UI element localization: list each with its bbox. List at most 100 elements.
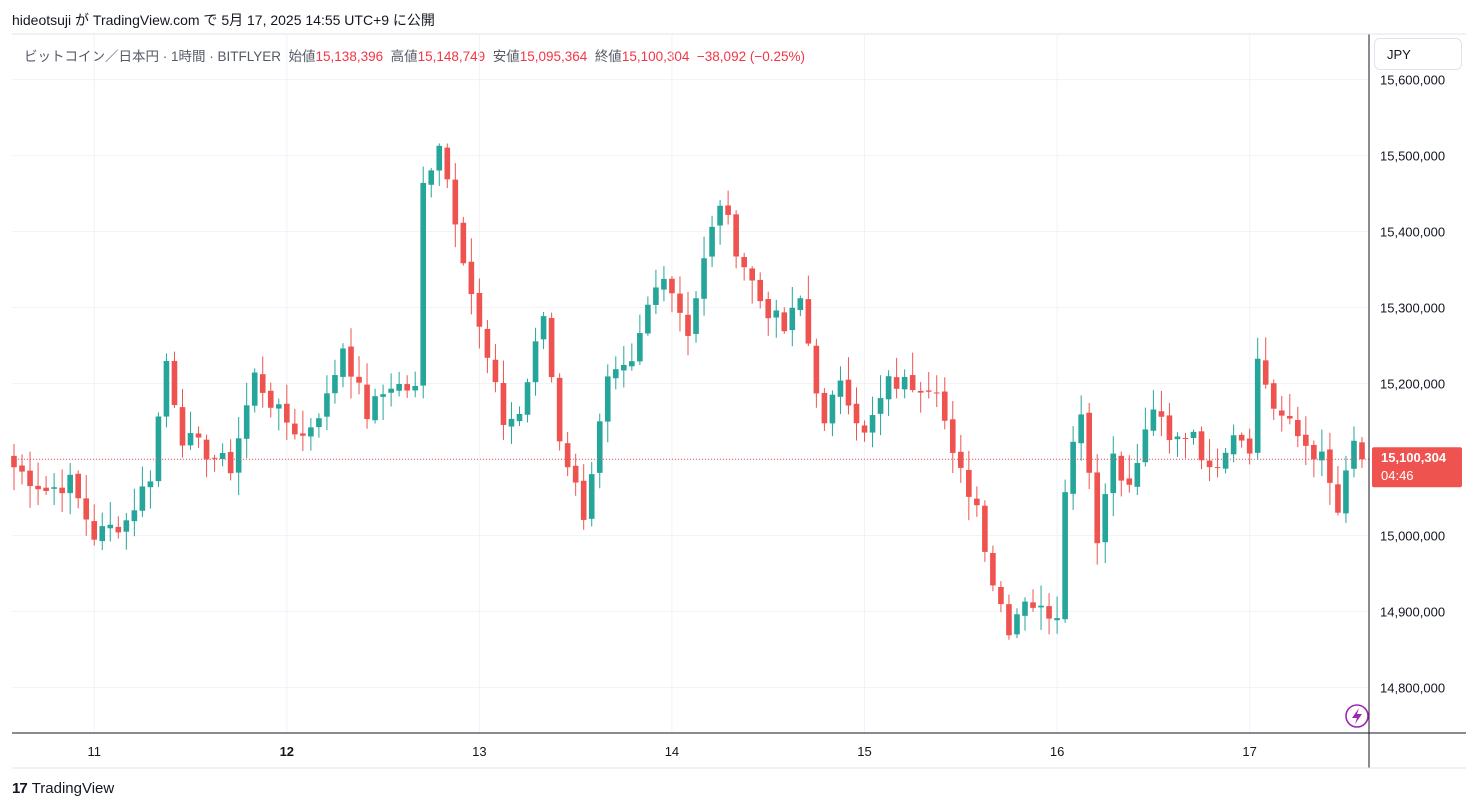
candle [612,356,619,390]
candle-body [564,443,571,468]
candle [821,388,828,431]
candle-body [235,438,242,473]
candle-body [1270,383,1277,409]
candle-body [572,465,579,483]
low-label: 安値 [492,49,520,64]
candle [227,439,234,481]
candle-body [484,328,491,358]
candle-body [725,205,731,215]
candle-body [1230,435,1237,455]
lightning-icon[interactable] [1345,704,1369,728]
candle [308,417,314,451]
candle-body [1238,434,1245,441]
candle [428,168,435,198]
candle-body [1150,409,1157,431]
candle-body [958,451,964,468]
candle-body [813,345,820,394]
candle-body [829,394,836,424]
candle [75,470,81,509]
candle [404,375,410,398]
candle-body [1062,492,1068,620]
candle [596,413,603,489]
candle-body [460,222,467,264]
candle-body [412,385,418,391]
candle [709,215,715,268]
candle [1022,597,1028,631]
time-tick-label: 17 [1242,744,1256,759]
candle [1206,439,1213,482]
candle [372,388,378,424]
candle [1158,390,1165,437]
candle [516,406,523,427]
candle-body [1198,431,1205,461]
candle [43,476,49,495]
candle [885,370,892,416]
candle-body [524,382,531,415]
candle-body [1222,452,1229,469]
candle [420,166,427,399]
candle-body [372,396,378,421]
candle-body [155,416,162,482]
brand-name: TradingView [31,780,115,797]
candle [412,371,418,398]
candle-body [1102,494,1109,543]
candle [484,320,491,374]
candle-body [476,292,483,327]
price-tick-label: 15,600,000 [1380,73,1445,88]
grid-lines [12,34,1369,733]
candle-body [243,405,250,439]
candle-body [404,384,410,391]
candle [653,269,659,315]
candle-body [1335,484,1341,513]
candle [35,462,41,506]
currency-button[interactable]: JPY [1374,38,1462,70]
candle [677,276,683,332]
candle-body [1006,604,1012,636]
candle [837,366,844,415]
candle-body [356,376,362,383]
candle [1335,465,1341,516]
candle-body [645,304,651,334]
candle [893,357,900,399]
candle [67,463,73,515]
candle-body [59,487,65,494]
candle-body [1094,472,1101,544]
candle [267,382,274,418]
candle [998,581,1004,613]
candle [1343,455,1349,523]
candle [1238,432,1245,448]
candle [1351,426,1357,478]
candle [1230,424,1237,463]
candle-body [621,364,627,371]
candle [1319,429,1325,477]
price-tick-label: 15,200,000 [1380,377,1445,392]
candle [621,346,627,388]
candle-body [492,359,499,383]
candle-body [982,505,988,552]
candle [1166,403,1173,454]
candle [195,426,202,449]
candle-body [588,474,595,519]
time-tick-label: 11 [87,744,101,759]
candle-body [308,427,314,437]
candle [163,353,170,428]
close-label: 終値 [594,49,622,64]
open-label: 始値 [288,49,316,64]
candle-body [468,261,475,295]
candle-body [324,393,330,417]
candle-body [227,451,234,474]
candle-body [1182,438,1189,440]
candle-body [837,380,844,397]
candle [1142,407,1149,467]
change-value: −38,092 (−0.25%) [696,49,805,64]
candle [115,516,122,539]
candle [27,451,33,508]
candle-body [604,376,611,422]
candle-body [893,377,900,389]
candle-body [1190,431,1197,438]
candle-body [532,341,539,383]
candle-body [11,455,17,468]
candle-body [1206,460,1213,468]
candle-body [428,170,435,185]
